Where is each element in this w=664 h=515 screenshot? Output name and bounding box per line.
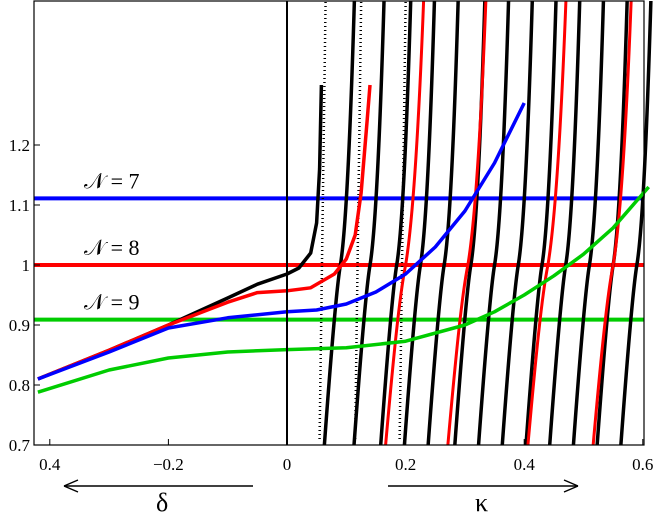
x-tick-label-1: −0.2	[153, 455, 184, 474]
ticks-layer: 0.4 −0.2 0 0.2 0.4 0.6 0.7 0.8 0.9 1 1.1 1.2	[9, 136, 654, 474]
red-branch-3	[526, 0, 568, 446]
y-tick-label-2: 0.9	[9, 316, 30, 335]
series-3	[37, 102, 526, 381]
resonance-curve-4	[402, 0, 437, 446]
dotted-curve-1	[318, 0, 327, 440]
x-tick-label-4: 0.4	[514, 455, 536, 474]
x-tick-label-0: 0.4	[39, 455, 61, 474]
delta-label: δ	[156, 488, 168, 515]
y-tick-label-3: 1	[22, 256, 31, 275]
resonance-curve-2	[352, 0, 386, 446]
x-tick-label-3: 0.2	[395, 455, 416, 474]
series-1	[37, 84, 324, 381]
resonance-curve-7	[476, 0, 511, 446]
level-label-3: 𝒩 = 9	[84, 290, 139, 315]
level-labels: 𝒩 = 7 𝒩 = 8 𝒩 = 9	[84, 168, 139, 314]
resonance-curve-9	[524, 0, 558, 446]
series-2	[37, 84, 372, 381]
resonance-curve-6	[453, 0, 487, 446]
red-branch-4	[591, 0, 633, 446]
kappa-label: κ	[475, 488, 488, 515]
delta-arrow: δ	[63, 479, 253, 515]
series-4	[37, 185, 651, 394]
resonance-curve-3	[378, 0, 413, 446]
level-label-2: 𝒩 = 8	[84, 235, 139, 260]
kappa-arrow: κ	[388, 479, 579, 515]
resonance-curve-10	[547, 0, 582, 446]
y-tick-label-1: 0.8	[9, 376, 30, 395]
resonance-curve-8	[500, 0, 535, 446]
curves-layer	[34, 0, 653, 446]
red-branch-1	[384, 0, 426, 446]
resonance-curve-5	[426, 0, 460, 446]
resonance-curve-11	[571, 0, 606, 446]
y-tick-label-4: 1.1	[9, 196, 30, 215]
x-tick-label-2: 0	[283, 455, 292, 474]
plot-frame	[33, 0, 645, 446]
x-tick-label-5: 0.6	[632, 455, 653, 474]
red-branch-2	[446, 0, 488, 446]
y-tick-label-5: 1.2	[9, 136, 30, 155]
resonance-curve-1	[322, 0, 357, 446]
resonance-curve-13	[619, 0, 653, 446]
level-label-1: 𝒩 = 7	[84, 168, 139, 193]
y-tick-label-0: 0.7	[9, 436, 31, 455]
